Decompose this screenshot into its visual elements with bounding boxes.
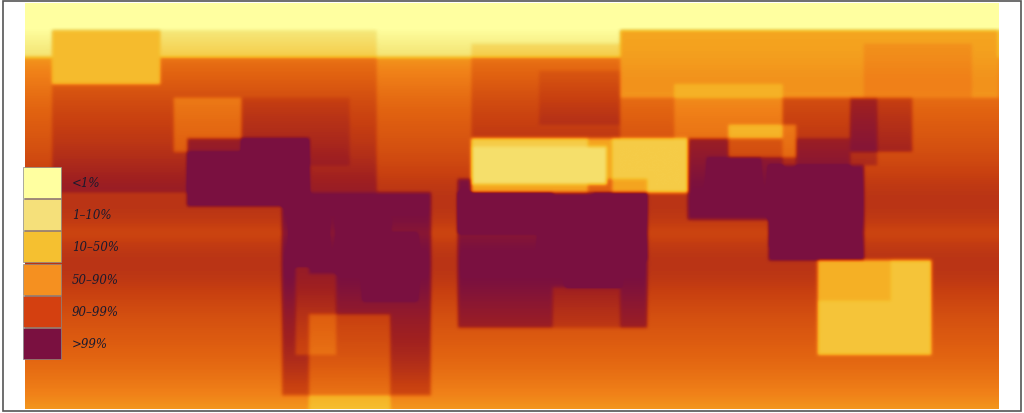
Text: 90–99%: 90–99% (72, 305, 119, 318)
Text: >99%: >99% (72, 337, 108, 350)
Text: 50–90%: 50–90% (72, 273, 119, 286)
Text: <1%: <1% (72, 176, 100, 189)
Text: 10–50%: 10–50% (72, 241, 119, 254)
Text: 1–10%: 1–10% (72, 209, 112, 221)
